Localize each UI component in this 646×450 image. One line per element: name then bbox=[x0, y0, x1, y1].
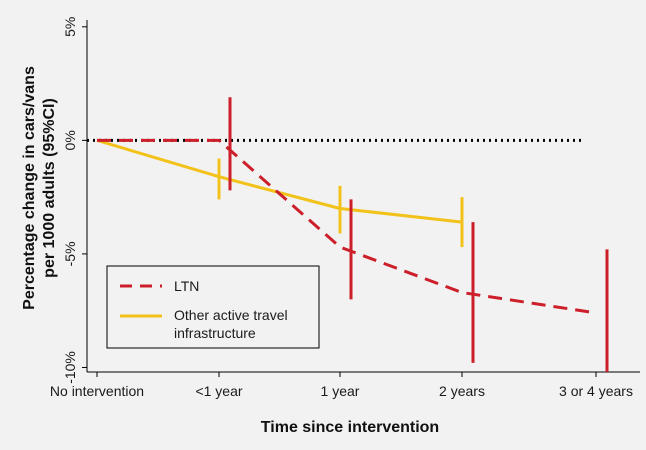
x-tick-label: 3 or 4 years bbox=[559, 383, 633, 399]
x-tick-label: <1 year bbox=[195, 383, 242, 399]
y-tick-label: -10% bbox=[62, 351, 78, 384]
legend: LTN Other active travel infrastructure bbox=[106, 265, 320, 349]
x-axis-title: Time since intervention bbox=[261, 419, 439, 436]
x-tick-label: No intervention bbox=[50, 383, 144, 399]
y-tick-label: -5% bbox=[62, 241, 78, 266]
y-tick-label: 5% bbox=[62, 17, 78, 37]
legend-label-other-line-2: infrastructure bbox=[174, 325, 256, 341]
y-axis-title-line-1: Percentage change in cars/vans bbox=[21, 66, 38, 310]
legend-label-ltn: LTN bbox=[174, 278, 199, 294]
y-axis-title-line-2: per 1000 adults (95%CI) bbox=[41, 98, 58, 278]
legend-label-other-line-1: Other active travel bbox=[174, 307, 288, 323]
legend-box bbox=[106, 265, 320, 349]
y-tick-label: 0% bbox=[62, 130, 78, 150]
x-tick-label: 2 years bbox=[439, 383, 485, 399]
series-line-other bbox=[96, 138, 463, 224]
x-tick-label: 1 year bbox=[321, 383, 360, 399]
plot-area: 5% 0% -5% -10%No intervention <1 year 1 year 2… bbox=[50, 17, 640, 399]
